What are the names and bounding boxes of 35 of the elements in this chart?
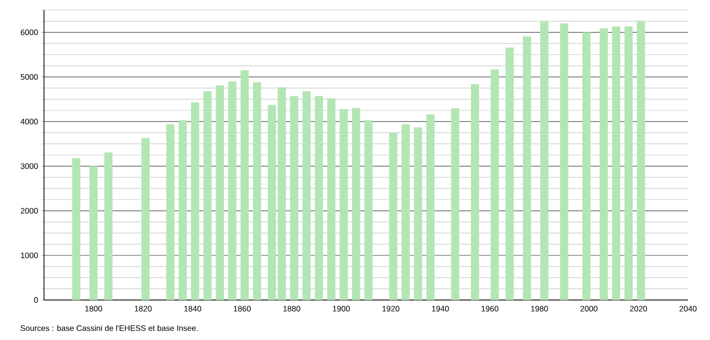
- bar: [191, 102, 200, 300]
- bar: [470, 84, 480, 300]
- bar: [389, 132, 398, 300]
- bar: [290, 96, 298, 300]
- bar: [402, 124, 410, 300]
- bar: [252, 82, 262, 300]
- bar: [426, 114, 434, 300]
- bar: [203, 91, 212, 300]
- bar: [340, 109, 348, 300]
- bar: [624, 26, 633, 300]
- bar: [104, 152, 112, 300]
- bar: [352, 108, 360, 300]
- bar: [302, 91, 311, 300]
- bar: [414, 127, 422, 300]
- bar: [240, 70, 249, 300]
- bar: [522, 36, 532, 300]
- bar: [560, 23, 568, 300]
- bar: [216, 85, 224, 300]
- bar: [540, 22, 548, 300]
- bar: [166, 124, 174, 300]
- bar: [327, 98, 336, 300]
- bar: [600, 28, 608, 300]
- bar: [314, 96, 324, 300]
- bar: [141, 138, 150, 300]
- bar: [178, 120, 187, 300]
- bar: [89, 166, 98, 300]
- bar: [72, 158, 80, 300]
- bar: [636, 22, 646, 300]
- bar: [506, 47, 514, 300]
- bar: [228, 81, 236, 300]
- bar: [364, 120, 373, 300]
- bar: [490, 69, 499, 300]
- bar: [612, 26, 620, 300]
- bar: [582, 32, 591, 300]
- bar: [451, 108, 460, 300]
